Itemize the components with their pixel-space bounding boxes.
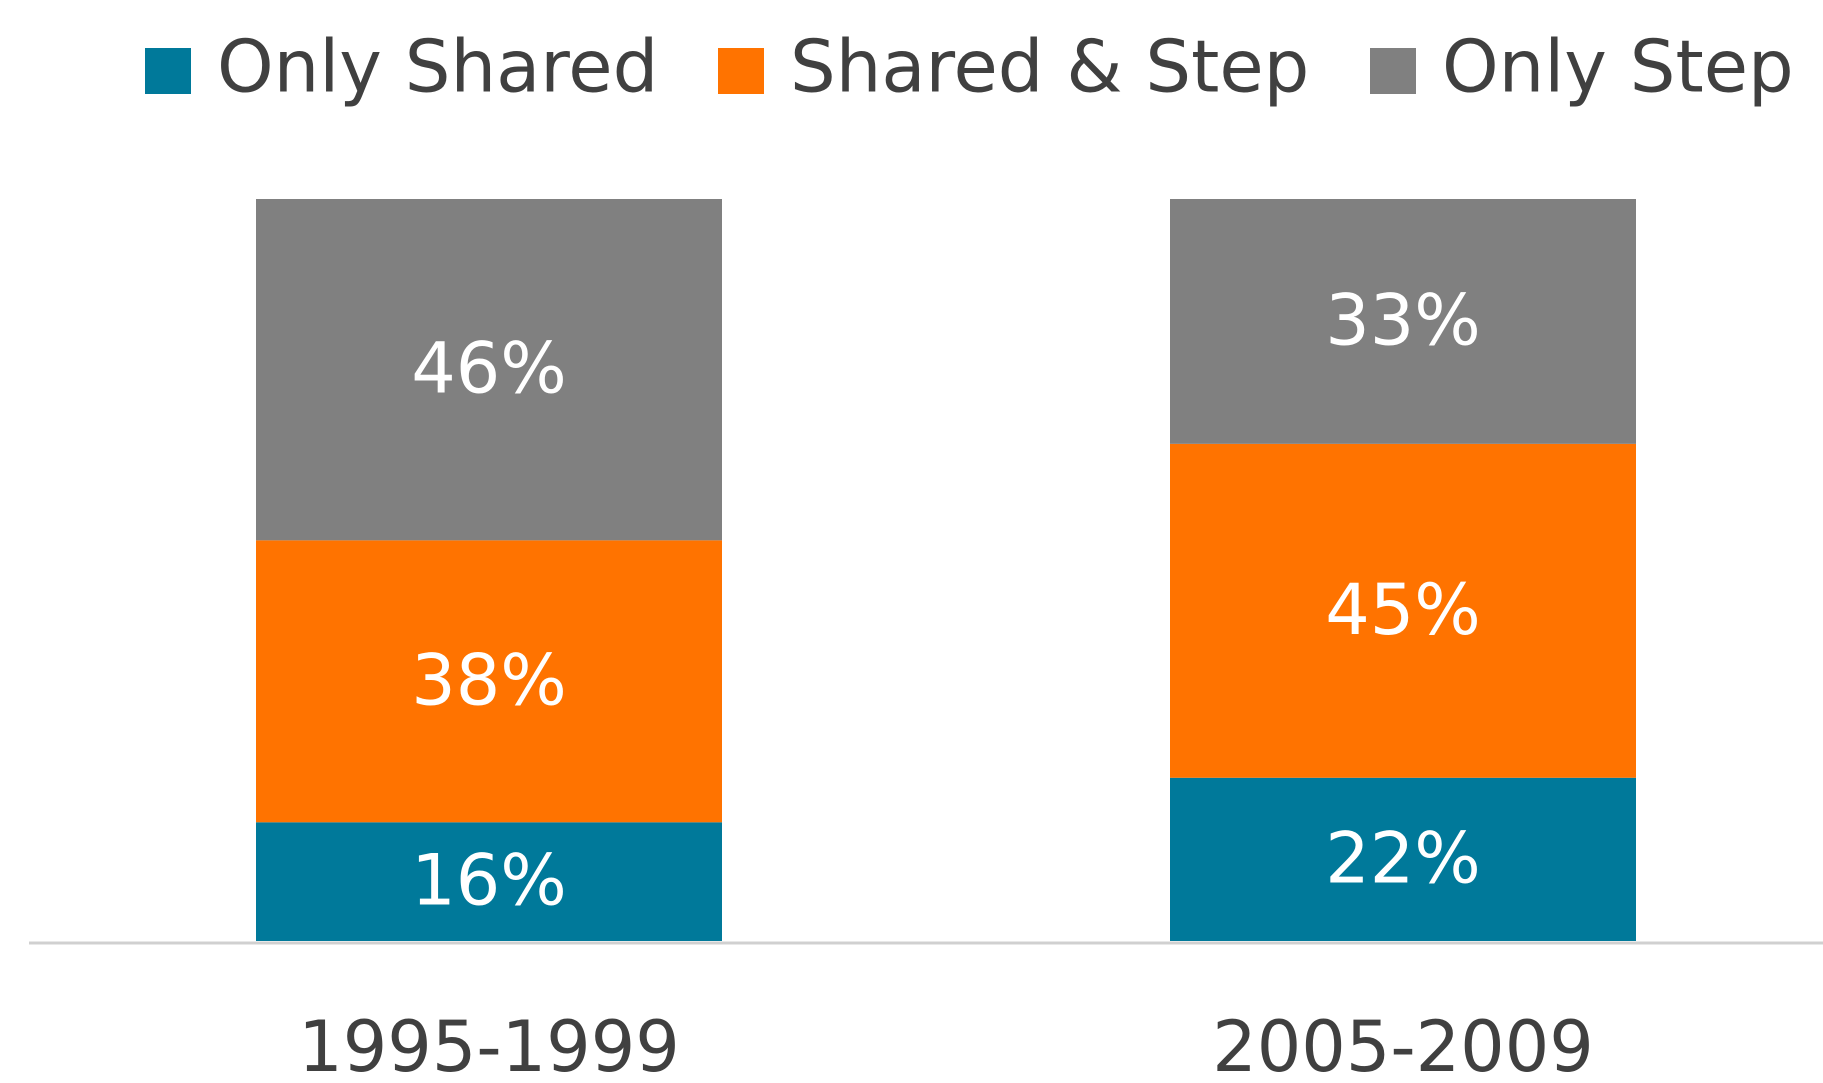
bar-segment: [1170, 443, 1636, 778]
x-tick-label: 2005-2009: [1212, 1006, 1594, 1083]
data-label: 45%: [1325, 569, 1481, 651]
data-label: 33%: [1325, 279, 1481, 361]
bar-segment: [256, 822, 722, 941]
legend-swatch: [718, 48, 764, 94]
legend-swatch: [145, 48, 191, 94]
bar-segment: [1170, 777, 1636, 941]
legend-label: Shared & Step: [790, 25, 1309, 109]
bar-segment: [256, 540, 722, 823]
x-tick-label: 1995-1999: [298, 1006, 680, 1083]
legend-label: Only Step: [1442, 25, 1794, 109]
data-label: 46%: [411, 328, 567, 410]
data-label: 22%: [1325, 817, 1481, 899]
data-label: 16%: [411, 840, 567, 922]
bar-segment: [1170, 199, 1636, 444]
legend-swatch: [1370, 48, 1416, 94]
legend-label: Only Shared: [217, 25, 658, 109]
data-label: 38%: [411, 639, 567, 721]
bar-segment: [256, 199, 722, 541]
